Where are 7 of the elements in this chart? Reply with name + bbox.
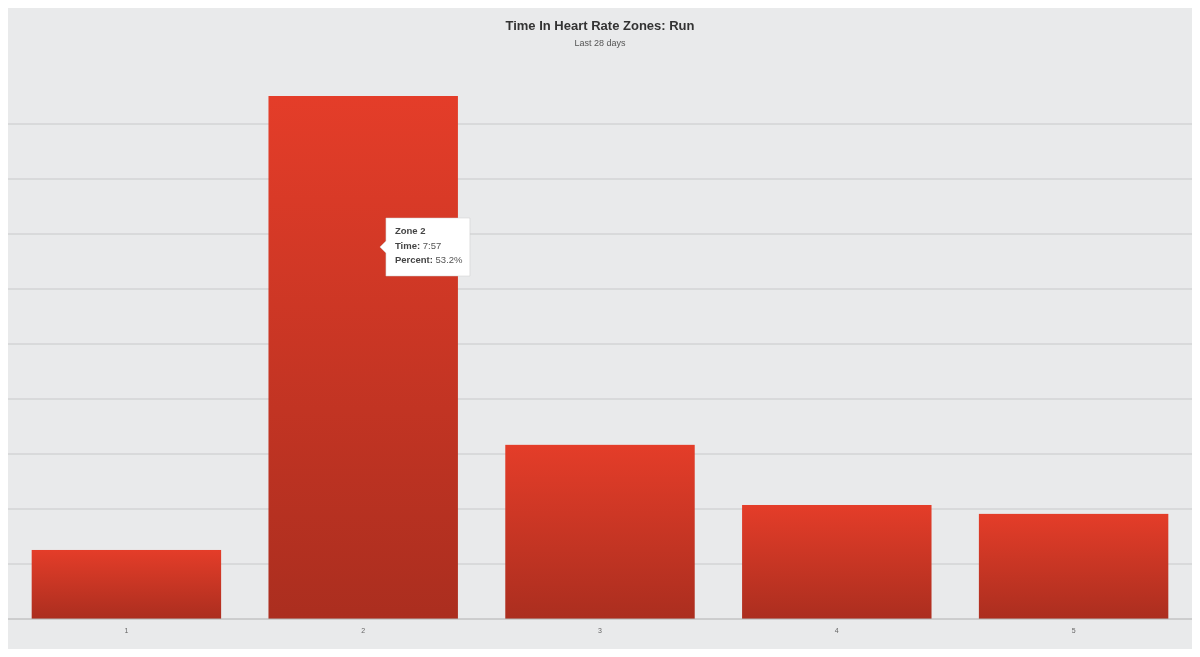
chart-subtitle: Last 28 days [574,38,627,48]
bar [978,513,1169,619]
bar [31,549,222,619]
bar [505,444,695,619]
chart-title: Time In Heart Rate Zones: Run [505,18,695,33]
annotation: Zone 2 Time: 7:57 Percent: 53.2% [394,225,464,265]
bar [742,504,932,619]
